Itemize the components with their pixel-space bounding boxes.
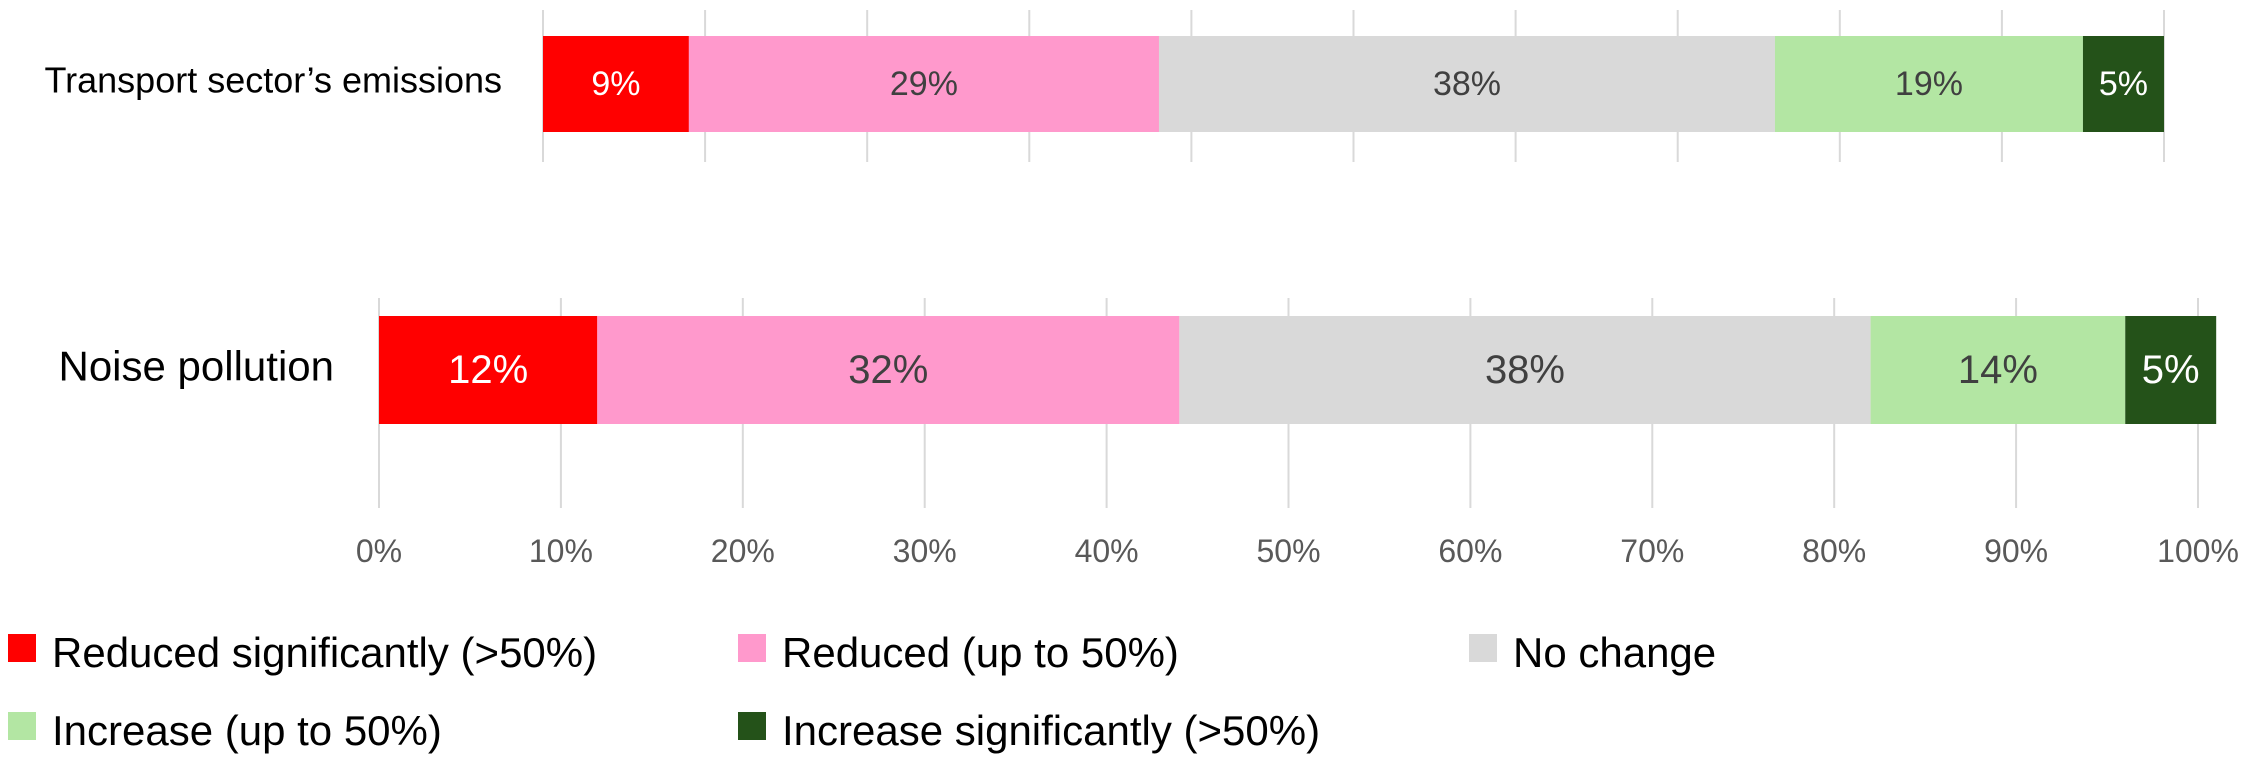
data-label: 38%: [1485, 348, 1565, 392]
legend-swatch: [8, 712, 36, 740]
legend-swatch: [8, 634, 36, 662]
data-label: 12%: [448, 348, 528, 392]
bar-noise-pollution-no-change: [1179, 316, 1871, 424]
x-tick-label: 50%: [1256, 533, 1320, 569]
bar-transport-sector-s-emissions-increase-significantly-50: [2082, 36, 2164, 132]
data-label: 32%: [848, 348, 928, 392]
x-tick-label: 80%: [1802, 533, 1866, 569]
data-label: 19%: [1895, 65, 1963, 103]
legend-item-reduced-significantly-50: Reduced significantly (>50%): [8, 629, 597, 676]
x-tick-label: 60%: [1438, 533, 1502, 569]
x-tick-label: 100%: [2157, 533, 2239, 569]
legend-label: Increase significantly (>50%): [782, 707, 1320, 754]
x-tick-label: 90%: [1984, 533, 2048, 569]
bar-transport-sector-s-emissions-reduced-significantly-50: [543, 36, 689, 132]
category-label-transport-sector-s-emissions: Transport sector’s emissions: [45, 60, 503, 101]
legend-label: Reduced (up to 50%): [782, 629, 1179, 676]
legend-label: Increase (up to 50%): [52, 707, 442, 754]
bar-noise-pollution-increase-up-to-50: [1870, 316, 2126, 424]
x-tick-label: 30%: [893, 533, 957, 569]
bar-transport-sector-s-emissions-reduced-up-to-50: [688, 36, 1159, 132]
bar-noise-pollution-reduced-up-to-50: [597, 316, 1180, 424]
legend-label: Reduced significantly (>50%): [52, 629, 597, 676]
x-tick-label: 20%: [711, 533, 775, 569]
legend-label: No change: [1513, 629, 1716, 676]
data-label: 29%: [890, 65, 958, 103]
bar-transport-sector-s-emissions-increase-up-to-50: [1774, 36, 2083, 132]
data-label: 5%: [2142, 348, 2200, 392]
legend-item-increase-up-to-50: Increase (up to 50%): [8, 707, 442, 754]
x-axis-tick-labels: 0% 10% 20% 30% 40% 50% 60% 70% 80% 90% 100%: [356, 533, 2239, 569]
category-label-noise-pollution: Noise pollution: [58, 343, 334, 390]
legend-item-no-change: No change: [1469, 629, 1716, 676]
data-label: 14%: [1958, 348, 2038, 392]
bars-group: 9% 29% 38% 19% 5% 12% 32% 38% 14% 5%: [379, 36, 2217, 424]
data-label: 38%: [1433, 65, 1501, 103]
legend-item-reduced-up-to-50: Reduced (up to 50%): [738, 629, 1179, 676]
x-tick-label: 0%: [356, 533, 402, 569]
legend-swatch: [738, 634, 766, 662]
bar-noise-pollution-increase-significantly-50: [2125, 316, 2217, 424]
data-label: 9%: [591, 65, 640, 103]
bar-noise-pollution-reduced-significantly-50: [379, 316, 598, 424]
legend: Reduced significantly (>50%) Reduced (up …: [8, 629, 1716, 754]
legend-item-increase-significantly-50: Increase significantly (>50%): [738, 707, 1320, 754]
x-tick-label: 70%: [1620, 533, 1684, 569]
data-label: 5%: [2099, 65, 2148, 103]
bar-transport-sector-s-emissions-no-change: [1158, 36, 1775, 132]
x-tick-label: 10%: [529, 533, 593, 569]
category-labels: Transport sector’s emissions Noise pollut…: [45, 60, 503, 390]
x-tick-label: 40%: [1075, 533, 1139, 569]
legend-swatch: [1469, 634, 1497, 662]
legend-swatch: [738, 712, 766, 740]
